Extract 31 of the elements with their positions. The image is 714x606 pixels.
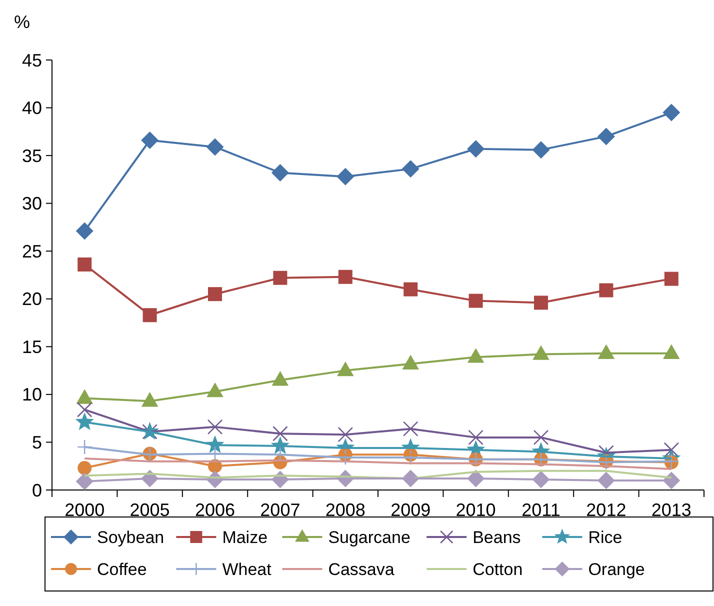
y-tick-label: 35 [22, 146, 42, 166]
y-tick-label: 15 [22, 336, 42, 357]
x-tick-label: 2012 [586, 500, 626, 520]
y-tick-label: 40 [22, 98, 42, 118]
x-tick-label: 2007 [260, 500, 300, 520]
x-tick-label: 2011 [522, 500, 560, 520]
legend-label: Cassava [328, 560, 395, 579]
y-tick-label: 5 [32, 432, 42, 453]
legend-label: Cotton [472, 560, 523, 579]
x-tick-label: 2013 [651, 500, 692, 520]
legend-label: Rice [588, 528, 622, 547]
legend-label: Beans [472, 528, 521, 547]
x-tick-label: 2006 [194, 500, 236, 520]
y-tick-label: 45 [22, 50, 42, 70]
y-tick-label: 25 [22, 241, 42, 262]
legend-label: Sugarcane [328, 528, 410, 547]
y-tick-label: 20 [22, 289, 42, 310]
y-tick-label: 10 [22, 384, 42, 405]
y-axis-title: % [14, 12, 30, 32]
x-tick-label: 2009 [390, 500, 431, 520]
x-tick-label: 2010 [456, 500, 496, 520]
x-tick-label: 2000 [64, 500, 105, 520]
x-tick-label: 2005 [130, 500, 170, 520]
x-tick-label: 2008 [325, 500, 366, 520]
y-tick-label: 0 [32, 480, 42, 500]
legend-label: Orange [588, 560, 645, 579]
legend-label: Wheat [222, 560, 272, 579]
legend-label: Maize [222, 528, 268, 547]
y-tick-label: 30 [22, 194, 42, 214]
legend-label: Coffee [97, 560, 147, 579]
legend-label: Soybean [97, 528, 164, 547]
